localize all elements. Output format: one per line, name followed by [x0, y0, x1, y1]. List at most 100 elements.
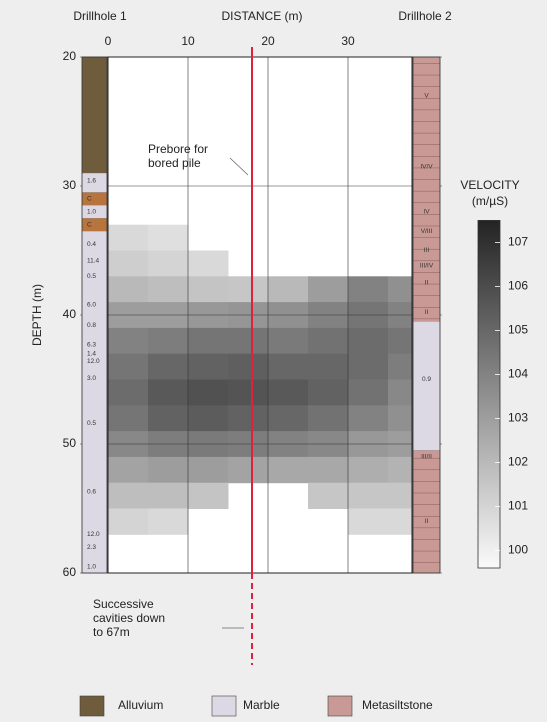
- log-layer: [413, 321, 440, 450]
- colorbar-tick-label: 102: [508, 455, 528, 469]
- velocity-cell: [108, 354, 149, 380]
- velocity-cell: [308, 405, 349, 431]
- x-tick-label: 10: [181, 34, 195, 48]
- legend-label: Metasiltstone: [362, 698, 433, 712]
- velocity-cell: [108, 457, 149, 483]
- colorbar-tick-label: 105: [508, 323, 528, 337]
- log-label: II: [425, 309, 429, 316]
- velocity-cell: [228, 405, 269, 431]
- velocity-cell: [348, 354, 389, 380]
- velocity-cell: [188, 483, 229, 509]
- velocity-cell: [188, 354, 229, 380]
- velocity-cell: [108, 276, 149, 302]
- log-label: 0.6: [87, 488, 96, 495]
- log-label: II: [425, 279, 429, 286]
- colorbar: [478, 220, 500, 568]
- log-label: 0.5: [87, 420, 96, 427]
- log-label: C: [87, 221, 92, 228]
- velocity-cell: [148, 483, 189, 509]
- velocity-cell: [308, 483, 349, 509]
- velocity-cell: [228, 457, 269, 483]
- velocity-cell: [228, 328, 269, 354]
- annotation: Successive: [93, 597, 154, 611]
- velocity-cell: [388, 509, 413, 535]
- velocity-cell: [308, 380, 349, 406]
- velocity-cell: [348, 328, 389, 354]
- x-tick-label: 30: [341, 34, 355, 48]
- velocity-cell: [188, 405, 229, 431]
- log-layer: [82, 218, 107, 231]
- log-label: 6.3: [87, 341, 96, 348]
- colorbar-tick-label: 103: [508, 411, 528, 425]
- velocity-cell: [108, 328, 149, 354]
- log-label: C: [87, 196, 92, 203]
- velocity-cell: [308, 354, 349, 380]
- velocity-cell: [148, 380, 189, 406]
- velocity-cell: [148, 457, 189, 483]
- log-label: 12.0: [87, 531, 100, 538]
- log-label: 1.6: [87, 178, 96, 185]
- log-label: III/IV: [420, 263, 434, 270]
- velocity-cell: [348, 380, 389, 406]
- log-label: III/II: [421, 454, 432, 461]
- x-axis-label: DISTANCE (m): [221, 9, 302, 23]
- legend-swatch: [212, 696, 236, 716]
- velocity-cell: [188, 457, 229, 483]
- log-label: 12.0: [87, 358, 100, 365]
- tomogram-figure: Drillhole 1 DISTANCE (m) Drillhole 2 DEP…: [0, 0, 547, 722]
- log-label: 0.5: [87, 273, 96, 280]
- velocity-cell: [268, 380, 309, 406]
- colorbar-tick-label: 106: [508, 279, 528, 293]
- velocity-cell: [268, 276, 309, 302]
- velocity-cell: [388, 328, 413, 354]
- log-label: 0.4: [87, 241, 96, 248]
- x-tick-label: 0: [105, 34, 112, 48]
- log-label: V: [424, 92, 429, 99]
- log-label: 0.9: [422, 376, 431, 383]
- colorbar-tick-label: 104: [508, 367, 528, 381]
- velocity-cell: [268, 405, 309, 431]
- log-label: 11.4: [87, 258, 100, 265]
- annotation: cavities down: [93, 611, 165, 625]
- log-label: V/III: [421, 228, 433, 235]
- velocity-cell: [148, 251, 189, 277]
- velocity-cell: [108, 225, 149, 251]
- velocity-cell: [308, 328, 349, 354]
- velocity-cell: [228, 354, 269, 380]
- legend-label: Marble: [243, 698, 280, 712]
- velocity-cell: [188, 380, 229, 406]
- velocity-cell: [388, 354, 413, 380]
- y-tick-label: 60: [63, 565, 77, 579]
- velocity-cell: [108, 251, 149, 277]
- annotation: bored pile: [148, 156, 201, 170]
- log-layer: [82, 231, 107, 573]
- annotation: Prebore for: [148, 142, 208, 156]
- velocity-cell: [228, 276, 269, 302]
- log-layer: [82, 57, 107, 173]
- y-tick-label: 20: [63, 49, 77, 63]
- log-layer: [413, 450, 440, 573]
- velocity-cell: [148, 225, 189, 251]
- legend-swatch: [328, 696, 352, 716]
- drillhole-1-label: Drillhole 1: [73, 9, 127, 23]
- velocity-cell: [388, 380, 413, 406]
- log-label: 0.8: [87, 322, 96, 329]
- y-tick-label: 50: [63, 436, 77, 450]
- velocity-cell: [268, 354, 309, 380]
- velocity-cell: [348, 483, 389, 509]
- y-tick-label: 40: [63, 307, 77, 321]
- velocity-cell: [108, 380, 149, 406]
- log-label: IV: [423, 209, 430, 216]
- log-label: II: [425, 518, 429, 525]
- velocity-cell: [348, 509, 389, 535]
- velocity-cell: [308, 276, 349, 302]
- annotation: to 67m: [93, 625, 130, 639]
- velocity-cell: [148, 354, 189, 380]
- velocity-cell: [308, 457, 349, 483]
- velocity-cell: [148, 405, 189, 431]
- log-label: 2.3: [87, 544, 96, 551]
- velocity-cell: [188, 276, 229, 302]
- velocity-cell: [348, 276, 389, 302]
- log-label: 3.0: [87, 375, 96, 382]
- velocity-cell: [148, 509, 189, 535]
